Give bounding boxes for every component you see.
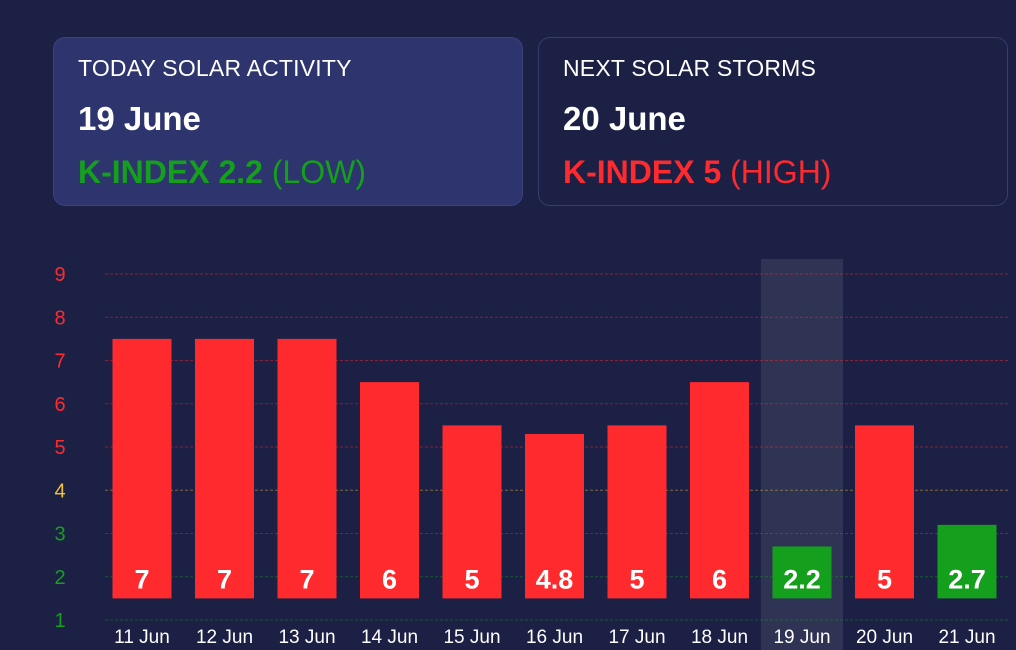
bar-value-label: 2.7 xyxy=(948,564,986,594)
bar xyxy=(112,338,172,599)
y-tick-label: 9 xyxy=(54,264,65,286)
x-tick-label: 17 Jun xyxy=(608,627,665,648)
x-tick-label: 14 Jun xyxy=(361,627,418,648)
y-tick-label: 5 xyxy=(54,437,65,459)
y-tick-label: 1 xyxy=(54,610,65,632)
next-kindex-level: (HIGH) xyxy=(730,154,832,190)
bar-value-label: 6 xyxy=(382,564,397,594)
x-tick-label: 20 Jun xyxy=(856,627,913,648)
bar xyxy=(277,338,337,599)
bar-value-label: 7 xyxy=(299,564,314,594)
bar-value-label: 5 xyxy=(629,564,644,594)
y-tick-label: 8 xyxy=(54,307,65,329)
y-tick-label: 2 xyxy=(54,567,65,589)
x-tick-label: 21 Jun xyxy=(938,627,995,648)
today-kindex-value: K-INDEX 2.2 xyxy=(78,154,263,190)
today-kindex: K-INDEX 2.2 (LOW) xyxy=(78,154,498,191)
today-kindex-level: (LOW) xyxy=(271,154,367,190)
y-tick-label: 4 xyxy=(54,480,65,502)
bar xyxy=(525,434,584,599)
kindex-bar-chart: 1 2 3 4 5 6 7 8 9 7 11 Jun 7 12 Jun 7 13 Jun 6 14 Jun 5 15… xyxy=(54,259,1008,650)
bar xyxy=(772,546,832,599)
bar-value-label: 5 xyxy=(464,564,479,594)
bar-value-label: 6 xyxy=(712,564,727,594)
today-card-title: TODAY SOLAR ACTIVITY xyxy=(78,55,352,81)
next-kindex-value: K-INDEX 5 xyxy=(563,154,722,190)
x-tick-label: 15 Jun xyxy=(443,627,500,648)
y-tick-label: 7 xyxy=(54,351,65,373)
x-tick-label: 12 Jun xyxy=(196,627,253,648)
next-card-title: NEXT SOLAR STORMS xyxy=(563,55,817,81)
bar xyxy=(937,524,997,599)
today-activity-card: TODAY SOLAR ACTIVITY 19 June K-INDEX 2.2… xyxy=(53,37,523,206)
x-tick-label: 18 Jun xyxy=(691,627,748,648)
y-tick-label: 6 xyxy=(54,394,65,416)
next-storms-card: NEXT SOLAR STORMS 20 June K-INDEX 5 (HIG… xyxy=(538,37,1008,206)
next-card-date: 20 June xyxy=(563,100,686,137)
bar xyxy=(855,425,914,599)
bar-value-label: 7 xyxy=(134,564,149,594)
bar xyxy=(442,425,502,599)
bar-value-label: 4.8 xyxy=(536,564,574,594)
bar xyxy=(195,338,254,599)
x-tick-label: 13 Jun xyxy=(278,627,335,648)
x-tick-label: 16 Jun xyxy=(526,627,583,648)
y-tick-label: 3 xyxy=(54,524,65,546)
x-tick-label: 11 Jun xyxy=(114,627,170,648)
bar-value-label: 7 xyxy=(217,564,232,594)
today-card-date: 19 June xyxy=(78,100,201,137)
bar xyxy=(690,382,749,599)
next-kindex: K-INDEX 5 (HIGH) xyxy=(563,154,983,191)
bar xyxy=(607,425,667,599)
x-tick-label: 19 Jun xyxy=(773,627,830,648)
bar-value-label: 5 xyxy=(877,564,892,594)
bar xyxy=(360,382,419,599)
bar-value-label: 2.2 xyxy=(783,564,821,594)
